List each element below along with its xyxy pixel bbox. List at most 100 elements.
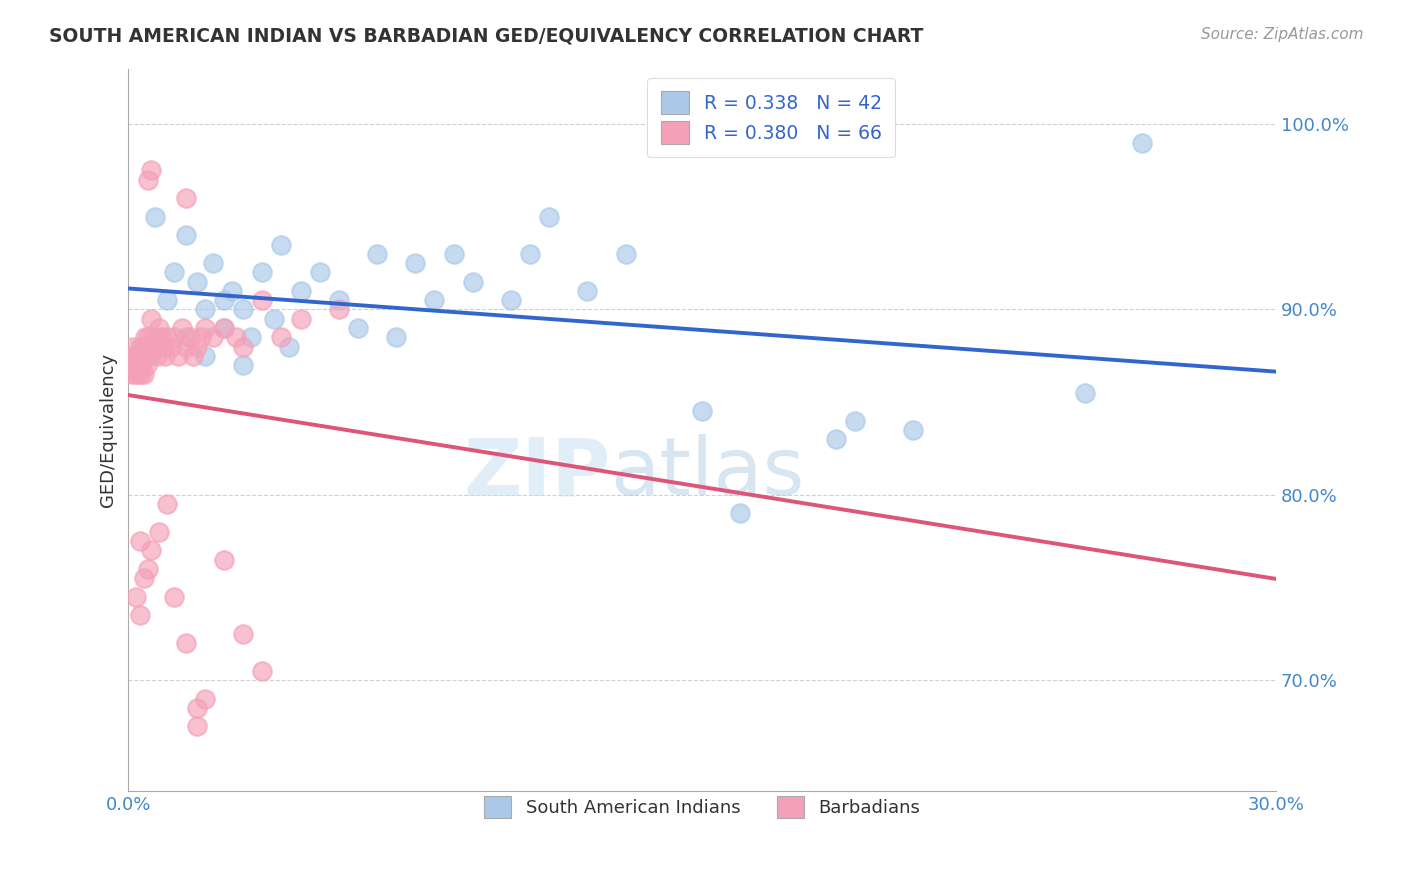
Y-axis label: GED/Equivalency: GED/Equivalency: [100, 353, 117, 507]
Point: [134, 330, 156, 344]
Legend: South American Indians, Barbadians: South American Indians, Barbadians: [477, 789, 928, 826]
Point: [576, 284, 599, 298]
Point: [290, 311, 312, 326]
Point: [141, 163, 163, 178]
Point: [614, 247, 637, 261]
Point: [129, 339, 152, 353]
Point: [132, 349, 155, 363]
Point: [153, 349, 176, 363]
Point: [156, 497, 179, 511]
Point: [252, 265, 274, 279]
Point: [149, 330, 172, 344]
Point: [135, 358, 157, 372]
Point: [142, 330, 165, 344]
Point: [125, 349, 148, 363]
Point: [194, 321, 217, 335]
Point: [225, 330, 247, 344]
Point: [263, 311, 285, 326]
Point: [690, 404, 713, 418]
Point: [232, 627, 254, 641]
Point: [124, 368, 146, 382]
Point: [174, 636, 197, 650]
Point: [135, 349, 157, 363]
Point: [1130, 136, 1153, 150]
Point: [186, 275, 208, 289]
Point: [143, 339, 166, 353]
Point: [131, 339, 153, 353]
Point: [129, 368, 152, 382]
Point: [901, 423, 924, 437]
Point: [174, 191, 197, 205]
Point: [499, 293, 522, 308]
Point: [270, 237, 292, 252]
Point: [443, 247, 465, 261]
Point: [347, 321, 370, 335]
Point: [148, 321, 170, 335]
Point: [308, 265, 330, 279]
Point: [186, 339, 208, 353]
Point: [1073, 385, 1095, 400]
Point: [212, 321, 235, 335]
Point: [122, 358, 145, 372]
Point: [129, 608, 152, 623]
Point: [730, 506, 752, 520]
Point: [163, 265, 186, 279]
Point: [121, 358, 143, 372]
Point: [538, 210, 561, 224]
Point: [136, 330, 159, 344]
Point: [194, 691, 217, 706]
Point: [132, 368, 155, 382]
Point: [290, 284, 312, 298]
Point: [239, 330, 262, 344]
Point: [212, 293, 235, 308]
Point: [201, 330, 224, 344]
Text: Source: ZipAtlas.com: Source: ZipAtlas.com: [1201, 27, 1364, 42]
Point: [232, 339, 254, 353]
Point: [170, 321, 193, 335]
Point: [141, 543, 163, 558]
Point: [174, 228, 197, 243]
Point: [163, 330, 186, 344]
Point: [183, 349, 205, 363]
Point: [212, 552, 235, 566]
Point: [163, 590, 186, 604]
Point: [141, 311, 163, 326]
Point: [120, 349, 142, 363]
Point: [844, 414, 866, 428]
Text: atlas: atlas: [610, 434, 804, 512]
Point: [186, 719, 208, 733]
Point: [136, 562, 159, 576]
Point: [423, 293, 446, 308]
Point: [152, 339, 174, 353]
Point: [129, 534, 152, 549]
Point: [174, 330, 197, 344]
Point: [278, 339, 301, 353]
Point: [128, 349, 150, 363]
Point: [194, 302, 217, 317]
Point: [404, 256, 426, 270]
Point: [232, 302, 254, 317]
Point: [138, 349, 160, 363]
Point: [136, 172, 159, 186]
Point: [461, 275, 484, 289]
Point: [174, 339, 197, 353]
Point: [121, 368, 143, 382]
Point: [179, 330, 201, 344]
Point: [252, 664, 274, 678]
Point: [146, 349, 169, 363]
Point: [232, 358, 254, 372]
Point: [194, 349, 217, 363]
Point: [221, 284, 243, 298]
Text: SOUTH AMERICAN INDIAN VS BARBADIAN GED/EQUIVALENCY CORRELATION CHART: SOUTH AMERICAN INDIAN VS BARBADIAN GED/E…: [49, 27, 924, 45]
Point: [122, 339, 145, 353]
Point: [127, 368, 149, 382]
Point: [129, 358, 152, 372]
Point: [385, 330, 408, 344]
Point: [270, 330, 292, 344]
Point: [201, 256, 224, 270]
Point: [190, 330, 212, 344]
Point: [156, 330, 179, 344]
Point: [125, 358, 148, 372]
Point: [125, 590, 148, 604]
Point: [328, 293, 350, 308]
